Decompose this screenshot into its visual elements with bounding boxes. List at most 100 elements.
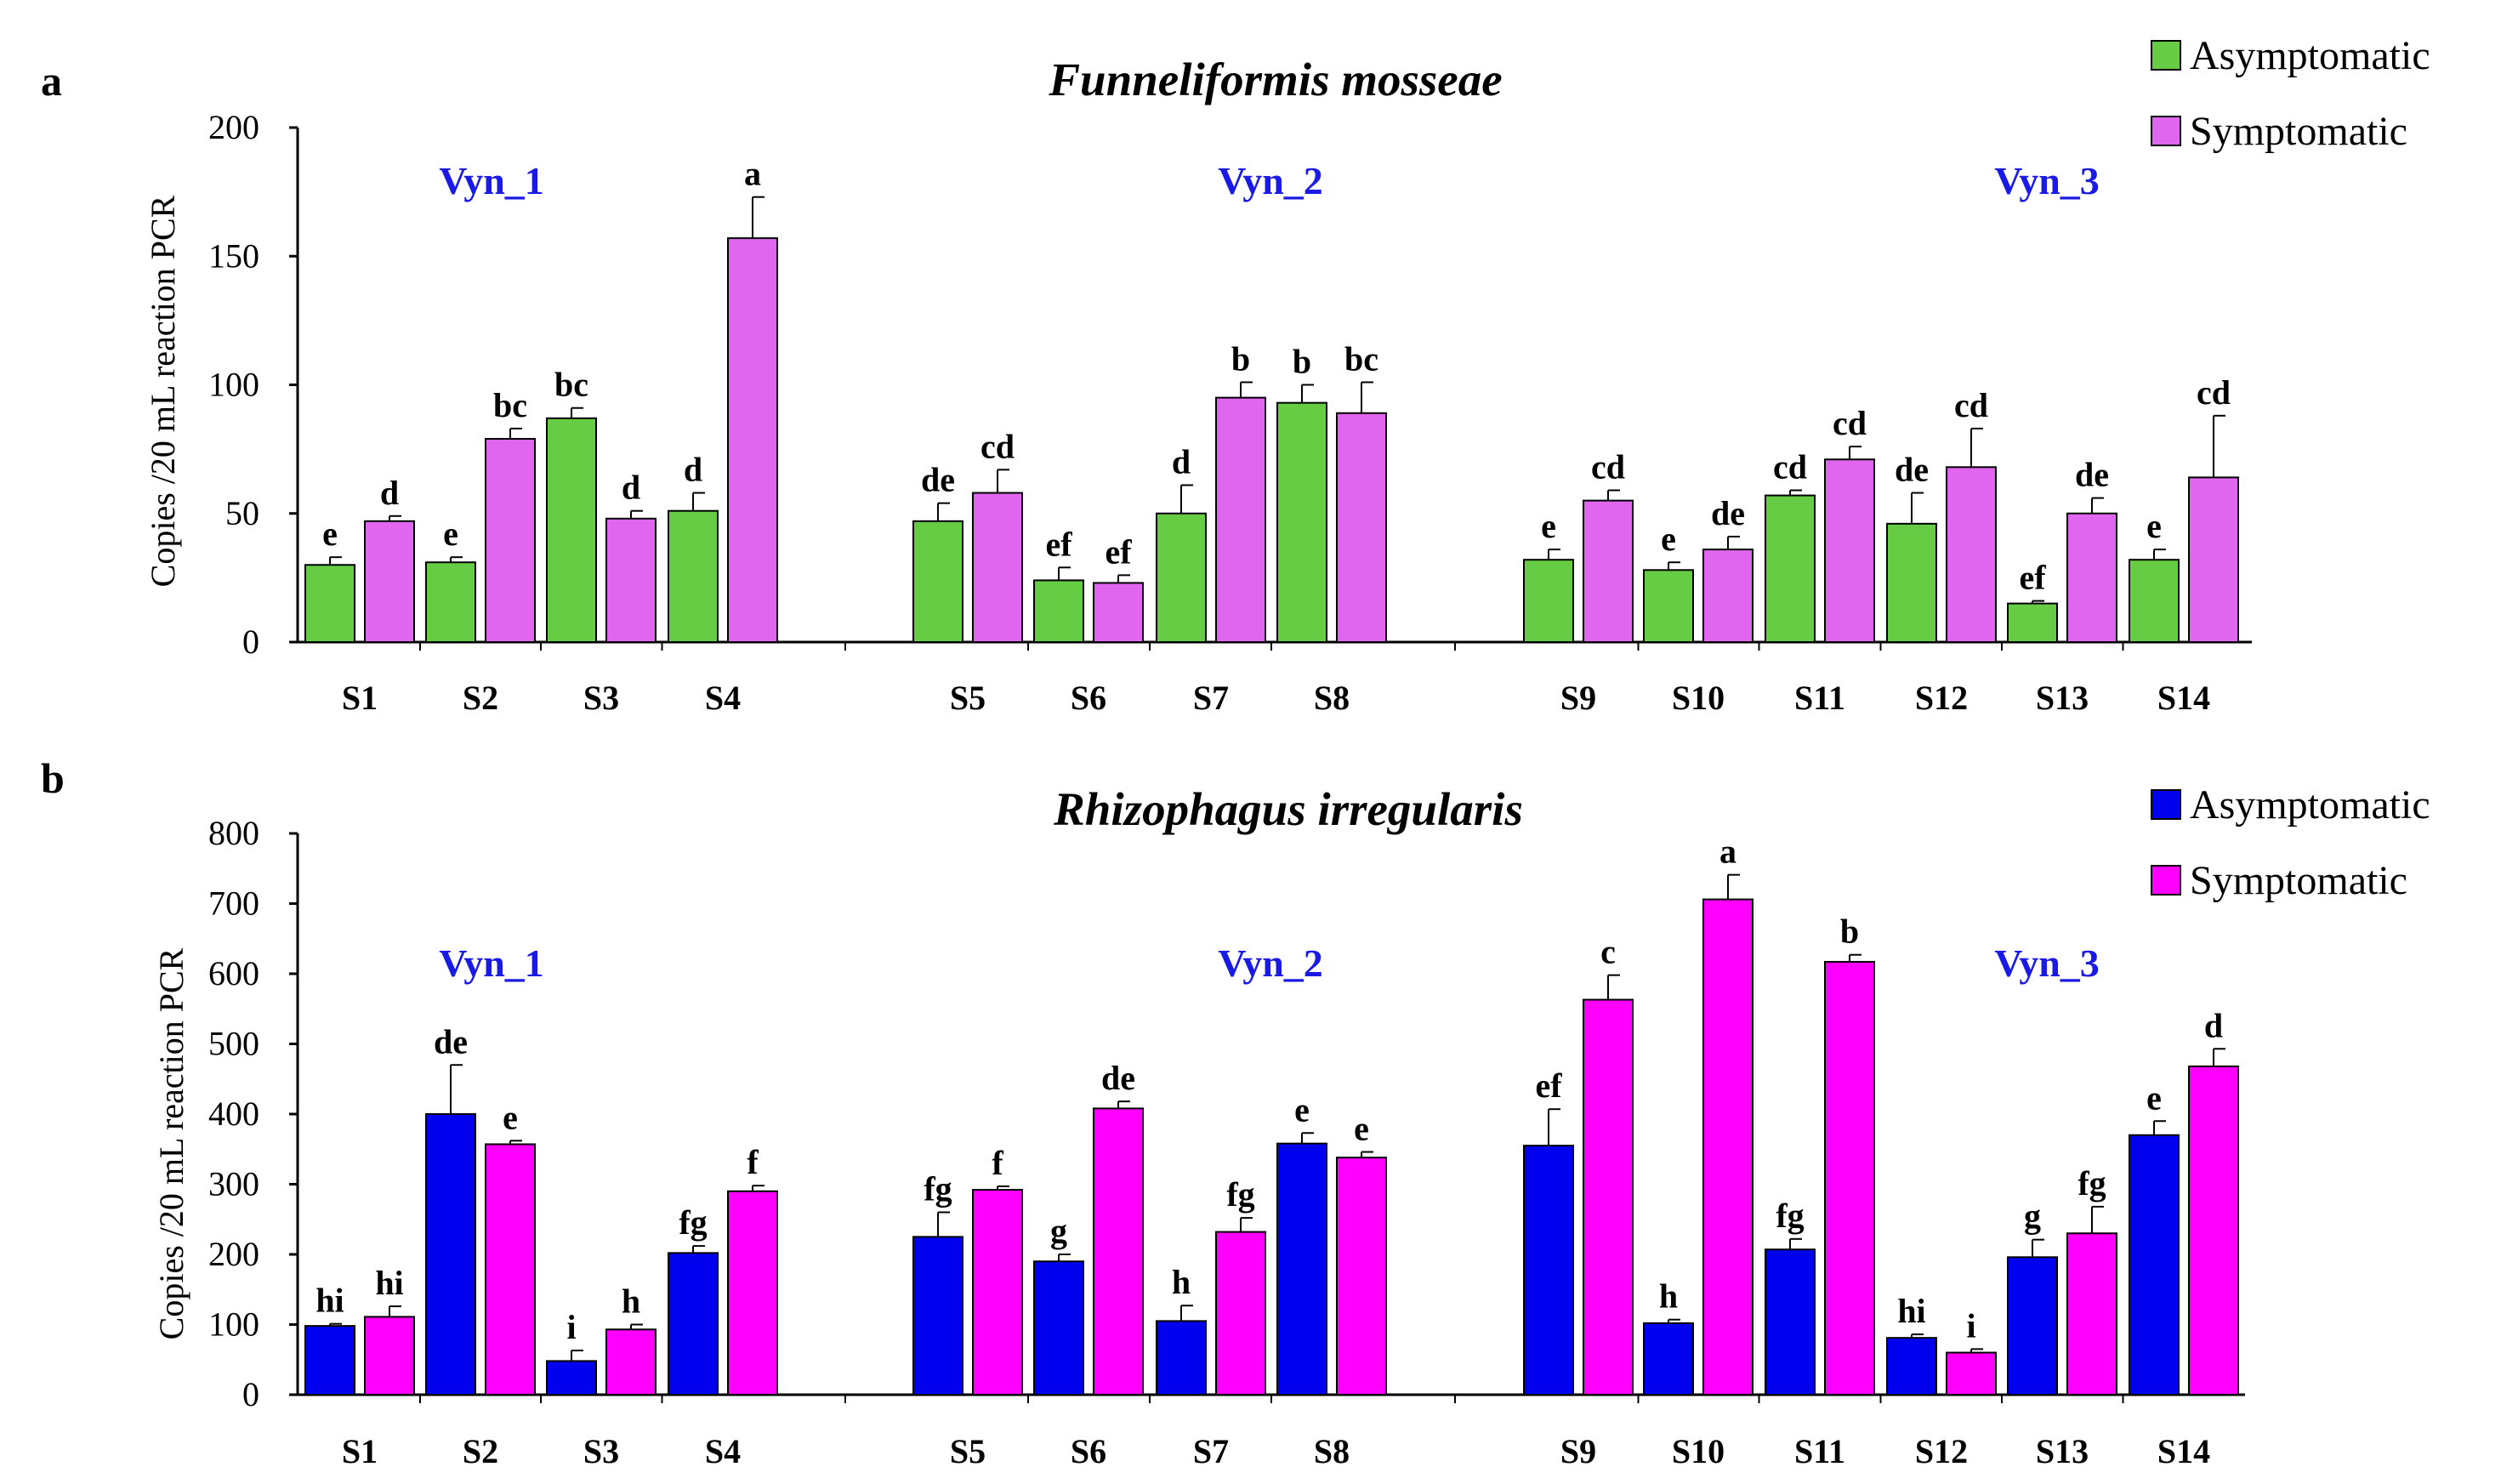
bar-symptomatic-s12 xyxy=(1946,1351,1997,1396)
significance-label: d xyxy=(622,469,640,507)
bar-asymptomatic-s3 xyxy=(546,1360,597,1396)
significance-label: b xyxy=(1293,343,1311,381)
x-tick-label-s4: S4 xyxy=(705,1432,741,1470)
chart-title-b: Rhizophagus irregularis xyxy=(1053,783,1523,835)
significance-label: e xyxy=(1661,520,1676,558)
x-tick-label-s10: S10 xyxy=(1672,1432,1725,1470)
significance-label: de xyxy=(2075,456,2109,494)
bar-asymptomatic-s6 xyxy=(1033,1260,1084,1396)
x-tick-label-s6: S6 xyxy=(1071,1432,1106,1470)
y-tick-label: 50 xyxy=(225,494,259,532)
significance-label: bc xyxy=(554,366,588,404)
legend-swatch-asymptomatic-b xyxy=(2151,789,2181,820)
significance-label: b xyxy=(1840,913,1859,951)
panel-letter-a: a xyxy=(41,57,62,105)
y-tick-label: 0 xyxy=(242,623,259,661)
significance-label: cd xyxy=(1773,448,1807,486)
bar-asymptomatic-s1 xyxy=(304,564,355,643)
x-tick-label-s1: S1 xyxy=(342,679,378,717)
significance-label: de xyxy=(1711,494,1745,532)
x-tick-label-s4: S4 xyxy=(705,679,741,717)
x-tick-label-s14: S14 xyxy=(2157,679,2210,717)
significance-label: a xyxy=(1719,833,1736,871)
y-tick-label: 200 xyxy=(208,1235,259,1273)
significance-label: b xyxy=(1231,339,1250,378)
significance-label: g xyxy=(2024,1197,2041,1236)
significance-label: e xyxy=(503,1098,518,1136)
significance-label: fg xyxy=(679,1203,707,1242)
bar-symptomatic-s10 xyxy=(1702,549,1754,643)
significance-label: cd xyxy=(1833,404,1867,442)
y-tick-label: 100 xyxy=(208,1305,259,1344)
x-tick-label-s11: S11 xyxy=(1794,1432,1845,1470)
significance-label: bc xyxy=(493,386,527,424)
bar-asymptomatic-s14 xyxy=(2129,1134,2180,1396)
x-tick-label-s8: S8 xyxy=(1314,679,1350,717)
significance-label: hi xyxy=(375,1264,403,1302)
bar-symptomatic-s14 xyxy=(2188,1065,2239,1396)
x-tick-label-s5: S5 xyxy=(950,679,986,717)
legend-swatch-symptomatic-a xyxy=(2151,116,2181,146)
significance-label: e xyxy=(1354,1110,1369,1148)
x-tick-label-s3: S3 xyxy=(583,1432,619,1470)
group-label-vyn-2: Vyn_2 xyxy=(1218,159,1323,202)
significance-label: d xyxy=(1172,442,1191,480)
group-label-vyn-2: Vyn_2 xyxy=(1218,941,1323,985)
y-axis-label-a: Copies /20 mL reaction PCR xyxy=(144,195,182,587)
y-tick-label: 200 xyxy=(208,108,259,146)
bar-symptomatic-s6 xyxy=(1093,582,1144,643)
significance-label: fg xyxy=(924,1170,952,1208)
bar-symptomatic-s1 xyxy=(364,520,415,644)
x-tick-label-s9: S9 xyxy=(1560,679,1596,717)
bar-symptomatic-s9 xyxy=(1583,499,1634,643)
significance-label: e xyxy=(2146,507,2162,545)
x-tick-label-s2: S2 xyxy=(463,1432,498,1470)
significance-label: de xyxy=(1101,1059,1135,1097)
significance-label: g xyxy=(1050,1212,1067,1250)
group-label-vyn-1: Vyn_1 xyxy=(439,159,544,202)
significance-label: d xyxy=(2204,1006,2223,1044)
significance-label: e xyxy=(443,515,458,553)
significance-label: e xyxy=(322,515,338,553)
bar-asymptomatic-s12 xyxy=(1886,522,1937,643)
legend-label-symptomatic-b: Symptomatic xyxy=(2190,858,2407,903)
bar-symptomatic-s8 xyxy=(1336,412,1387,643)
x-tick-label-s12: S12 xyxy=(1915,1432,1968,1470)
bar-symptomatic-s10 xyxy=(1702,898,1754,1396)
x-tick-label-s6: S6 xyxy=(1071,679,1106,717)
x-tick-label-s1: S1 xyxy=(342,1432,378,1470)
y-tick-label: 500 xyxy=(208,1025,259,1063)
x-tick-label-s8: S8 xyxy=(1314,1432,1350,1470)
bar-symptomatic-s8 xyxy=(1336,1157,1387,1396)
bar-symptomatic-s14 xyxy=(2188,476,2239,644)
bar-asymptomatic-s8 xyxy=(1276,401,1327,643)
bar-asymptomatic-s13 xyxy=(2007,1256,2058,1396)
chart-title-a: Funneliformis mosseae xyxy=(1048,54,1502,105)
y-tick-label: 100 xyxy=(208,366,259,404)
bar-asymptomatic-s2 xyxy=(425,1113,476,1396)
significance-label: fg xyxy=(2077,1164,2106,1203)
bar-asymptomatic-s4 xyxy=(668,509,719,643)
bar-symptomatic-s5 xyxy=(972,1189,1023,1396)
bar-symptomatic-s9 xyxy=(1583,998,1634,1396)
significance-label: h xyxy=(622,1282,640,1321)
group-label-vyn-1: Vyn_1 xyxy=(439,941,544,985)
significance-label: hi xyxy=(1897,1292,1925,1330)
significance-label: d xyxy=(380,474,399,512)
significance-label: d xyxy=(684,451,702,489)
x-tick-label-s7: S7 xyxy=(1193,679,1229,717)
significance-label: de xyxy=(1895,451,1929,489)
x-tick-label-s9: S9 xyxy=(1560,1432,1596,1470)
bar-symptomatic-s7 xyxy=(1215,396,1266,643)
bar-asymptomatic-s4 xyxy=(668,1252,719,1396)
x-tick-label-s5: S5 xyxy=(950,1432,986,1470)
legend-b: Asymptomatic Symptomatic xyxy=(2151,782,2430,903)
significance-label: f xyxy=(747,1143,759,1181)
significance-label: ef xyxy=(1105,532,1132,571)
bar-asymptomatic-s5 xyxy=(912,1236,963,1396)
y-tick-label: 400 xyxy=(208,1095,259,1133)
x-tick-label-s14: S14 xyxy=(2157,1432,2210,1470)
